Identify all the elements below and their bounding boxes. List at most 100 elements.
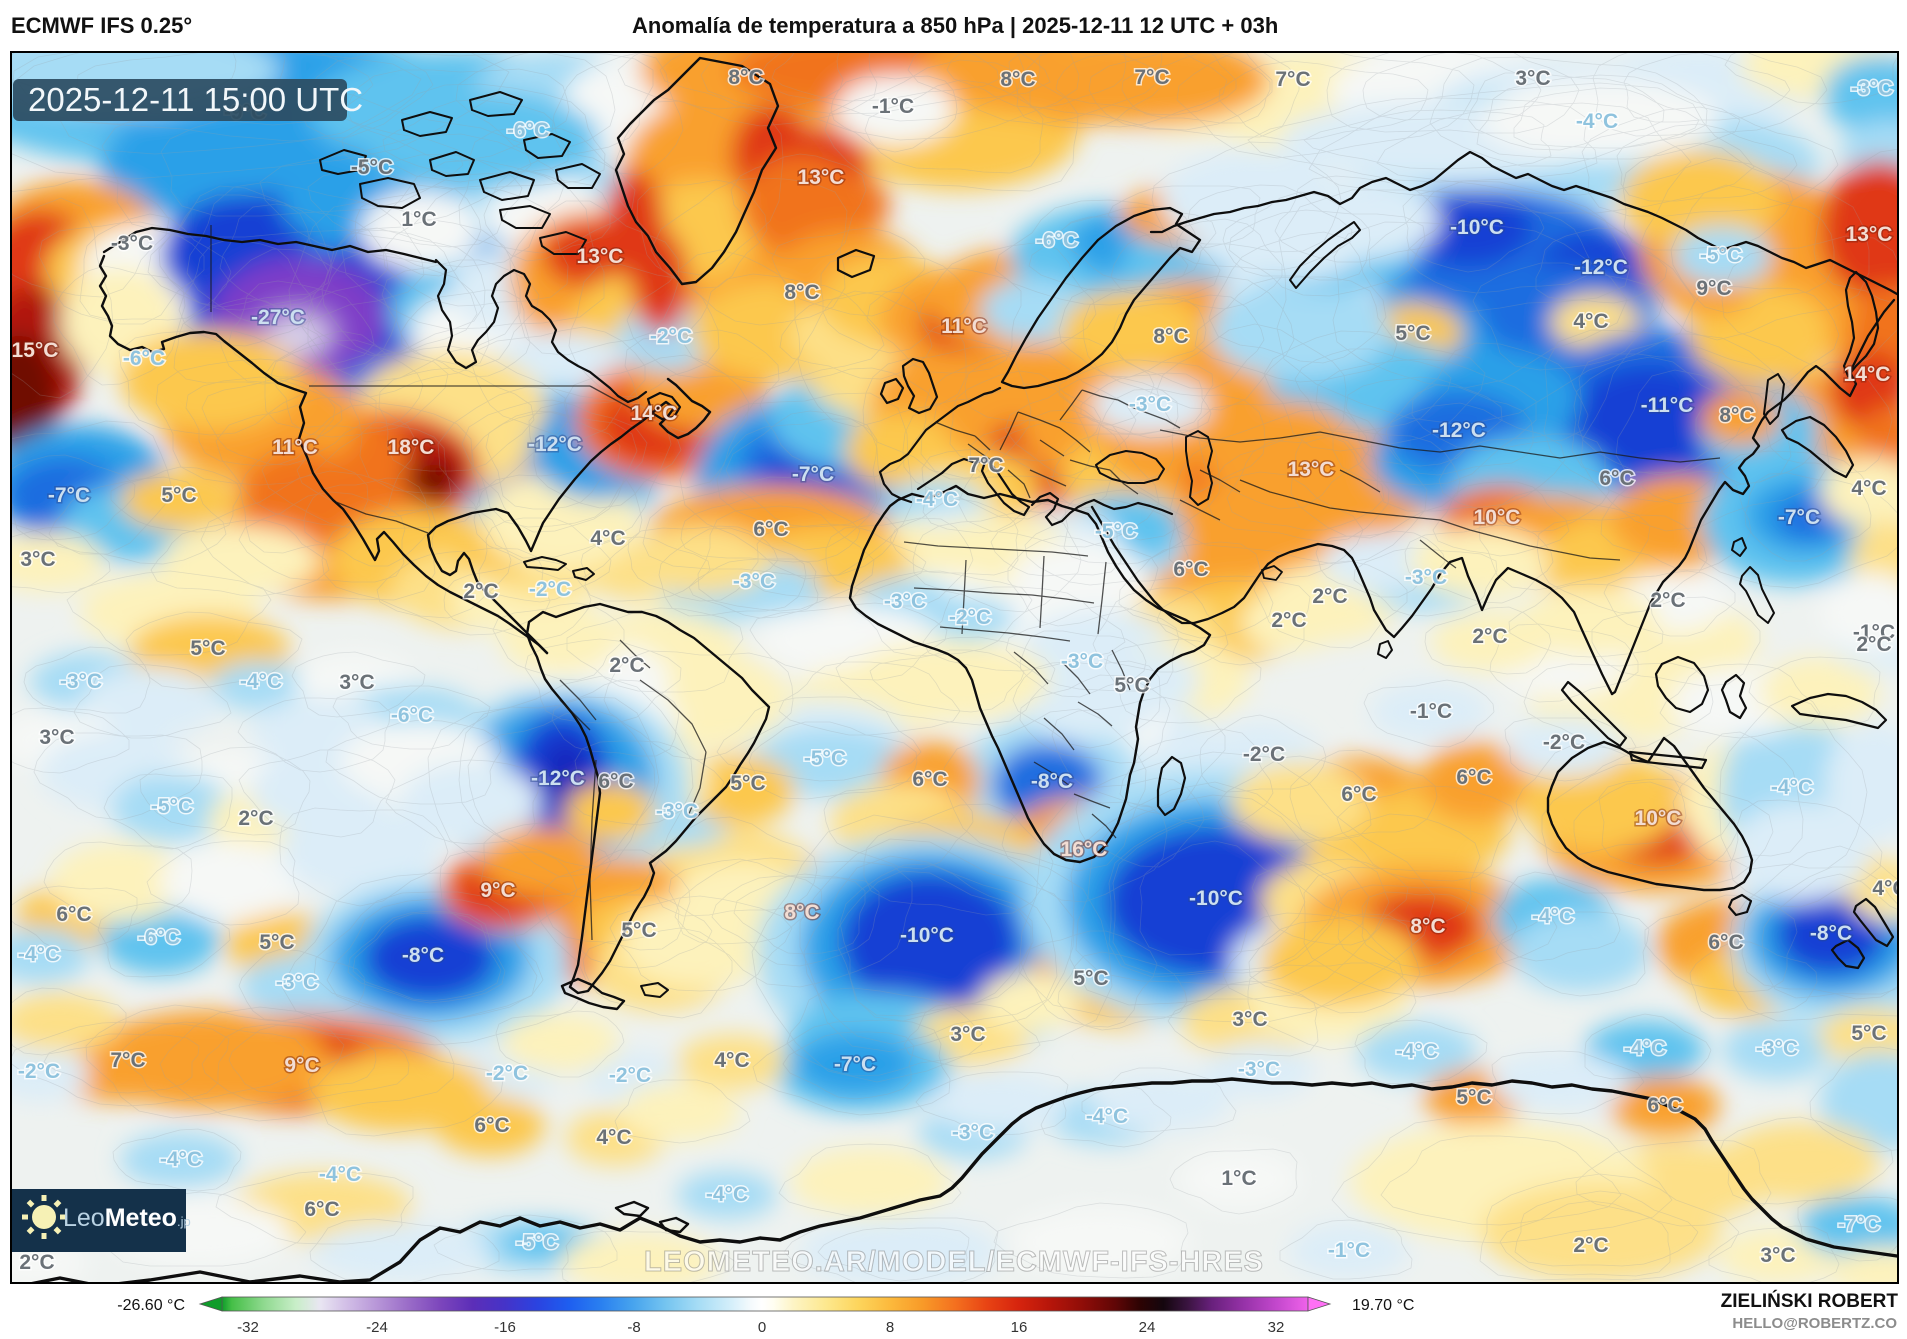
- svg-text:-7°C: -7°C: [48, 484, 90, 507]
- svg-text:-3°C: -3°C: [111, 232, 153, 255]
- svg-text:-5°C: -5°C: [804, 747, 846, 770]
- svg-text:4°C: 4°C: [1573, 310, 1608, 333]
- svg-text:5°C: 5°C: [730, 772, 765, 795]
- svg-text:3°C: 3°C: [1515, 67, 1550, 90]
- svg-text:-6°C: -6°C: [1036, 229, 1078, 252]
- svg-text:9°C: 9°C: [1696, 277, 1731, 300]
- svg-text:15°C: 15°C: [12, 339, 59, 362]
- svg-text:8°C: 8°C: [1410, 915, 1445, 938]
- svg-text:10°C: 10°C: [1635, 807, 1682, 830]
- svg-text:5°C: 5°C: [1851, 1022, 1886, 1045]
- svg-text:5°C: 5°C: [161, 484, 196, 507]
- svg-text:-3°C: -3°C: [60, 670, 102, 693]
- svg-text:2°C: 2°C: [1312, 585, 1347, 608]
- svg-text:-1°C: -1°C: [872, 95, 914, 118]
- svg-text:6°C: 6°C: [598, 770, 633, 793]
- svg-text:4°C: 4°C: [596, 1126, 631, 1149]
- svg-text:13°C: 13°C: [1288, 458, 1335, 481]
- svg-text:6°C: 6°C: [474, 1114, 509, 1137]
- svg-text:-4°C: -4°C: [1771, 776, 1813, 799]
- svg-text:LeoMeteo.jp: LeoMeteo.jp: [63, 1204, 191, 1232]
- svg-text:-3°C: -3°C: [1405, 566, 1447, 589]
- svg-text:3°C: 3°C: [39, 726, 74, 749]
- svg-text:13°C: 13°C: [798, 166, 845, 189]
- svg-text:-7°C: -7°C: [1778, 506, 1820, 529]
- svg-text:5°C: 5°C: [1395, 322, 1430, 345]
- svg-text:-5°C: -5°C: [351, 156, 393, 179]
- svg-text:7°C: 7°C: [110, 1049, 145, 1072]
- svg-text:5°C: 5°C: [1456, 1086, 1491, 1109]
- svg-text:-16: -16: [494, 1319, 516, 1336]
- svg-text:-4°C: -4°C: [1624, 1037, 1666, 1060]
- svg-text:3°C: 3°C: [339, 671, 374, 694]
- svg-text:-12°C: -12°C: [1574, 256, 1628, 279]
- svg-text:2°C: 2°C: [1650, 589, 1685, 612]
- svg-text:6°C: 6°C: [56, 903, 91, 926]
- svg-text:11°C: 11°C: [272, 436, 318, 459]
- svg-text:-3°C: -3°C: [656, 800, 698, 823]
- svg-text:-3°C: -3°C: [952, 1121, 994, 1144]
- svg-text:-8°C: -8°C: [402, 944, 444, 967]
- svg-text:-7°C: -7°C: [1838, 1213, 1880, 1236]
- svg-text:-6°C: -6°C: [123, 347, 165, 370]
- svg-text:-3°C: -3°C: [1061, 650, 1103, 673]
- svg-text:-3°C: -3°C: [884, 590, 926, 613]
- svg-text:8°C: 8°C: [1000, 68, 1035, 91]
- svg-text:4°C: 4°C: [1851, 477, 1886, 500]
- svg-text:9°C: 9°C: [480, 879, 515, 902]
- svg-text:5°C: 5°C: [1073, 967, 1108, 990]
- svg-text:3°C: 3°C: [950, 1023, 985, 1046]
- svg-text:-12°C: -12°C: [528, 433, 582, 456]
- svg-text:-1°C: -1°C: [1410, 700, 1452, 723]
- svg-text:-2°C: -2°C: [486, 1062, 528, 1085]
- svg-text:-7°C: -7°C: [834, 1053, 876, 1076]
- svg-text:2°C: 2°C: [19, 1251, 54, 1274]
- svg-text:-4°C: -4°C: [1532, 905, 1574, 928]
- svg-text:-4°C: -4°C: [706, 1183, 748, 1206]
- svg-text:-10°C: -10°C: [1450, 216, 1504, 239]
- svg-text:-10°C: -10°C: [900, 924, 954, 947]
- svg-text:4°C: 4°C: [590, 527, 625, 550]
- svg-text:-3°C: -3°C: [733, 570, 775, 593]
- svg-text:7°C: 7°C: [1275, 68, 1310, 91]
- svg-text:-12°C: -12°C: [1432, 419, 1486, 442]
- svg-text:24: 24: [1139, 1319, 1156, 1336]
- svg-text:-5°C: -5°C: [516, 1231, 558, 1254]
- svg-text:-2°C: -2°C: [1243, 743, 1285, 766]
- svg-text:-6°C: -6°C: [391, 704, 433, 727]
- svg-text:-12°C: -12°C: [531, 767, 585, 790]
- svg-text:-2°C: -2°C: [1543, 731, 1585, 754]
- svg-text:-4°C: -4°C: [1576, 110, 1618, 133]
- svg-text:1°C: 1°C: [1221, 1167, 1256, 1190]
- svg-text:-3°C: -3°C: [1129, 393, 1171, 416]
- svg-text:8°C: 8°C: [1153, 325, 1188, 348]
- svg-text:10°C: 10°C: [1474, 506, 1521, 529]
- svg-text:14°C: 14°C: [631, 402, 678, 425]
- svg-text:-4°C: -4°C: [1396, 1040, 1438, 1063]
- svg-text:32: 32: [1268, 1319, 1285, 1336]
- svg-text:-2°C: -2°C: [650, 325, 692, 348]
- svg-text:7°C: 7°C: [1134, 66, 1169, 89]
- svg-text:-6°C: -6°C: [138, 926, 180, 949]
- svg-text:-3°C: -3°C: [1756, 1037, 1798, 1060]
- svg-text:-4°C: -4°C: [1086, 1105, 1128, 1128]
- svg-text:-2°C: -2°C: [609, 1064, 651, 1087]
- svg-text:18°C: 18°C: [388, 436, 435, 459]
- svg-text:5°C: 5°C: [259, 931, 294, 954]
- svg-text:-3°C: -3°C: [1851, 77, 1893, 100]
- svg-text:2°C: 2°C: [238, 807, 273, 830]
- svg-text:6°C: 6°C: [1708, 931, 1743, 954]
- svg-text:2°C: 2°C: [609, 654, 644, 677]
- svg-text:6°C: 6°C: [304, 1198, 339, 1221]
- svg-text:-10°C: -10°C: [1189, 887, 1243, 910]
- svg-text:13°C: 13°C: [1846, 223, 1893, 246]
- svg-text:-24: -24: [366, 1319, 388, 1336]
- svg-text:-7°C: -7°C: [792, 463, 834, 486]
- svg-text:11°C: 11°C: [941, 315, 987, 338]
- svg-text:-2°C: -2°C: [949, 606, 991, 629]
- svg-text:8°C: 8°C: [1719, 404, 1754, 427]
- svg-text:2°C: 2°C: [1856, 633, 1891, 656]
- svg-text:-5°C: -5°C: [1700, 244, 1742, 267]
- svg-text:1°C: 1°C: [401, 208, 436, 231]
- svg-text:-3°C: -3°C: [276, 971, 318, 994]
